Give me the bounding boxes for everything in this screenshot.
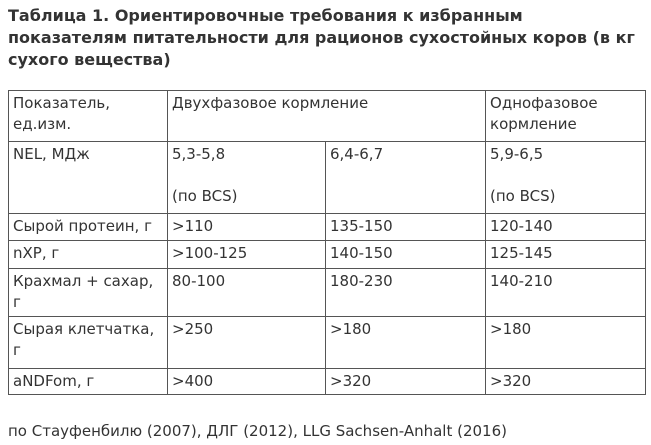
cell-value: 140-150 (324, 240, 487, 269)
cell-value: 120-140 (485, 213, 647, 241)
header-indicator-unit: Показатель, ед.изм. (8, 90, 168, 142)
header-two-phase-feeding: Двухфазовое кормление (166, 90, 487, 142)
cell-row-label: Сырая клетчатка, г (8, 316, 168, 369)
cell-row-label: nXP, г (8, 240, 168, 269)
cell-value: 5,9-6,5 (по BCS) (485, 141, 647, 214)
cell-value: >110 (167, 213, 326, 241)
cell-value: >320 (324, 368, 487, 395)
cell-row-label: NEL, МДж (8, 141, 168, 214)
table-row-nel: NEL, МДж 5,3-5,8 (по BCS) 6,4-6,7 5,9-6,… (8, 141, 647, 214)
table-row-crude-protein: Сырой протеин, г >110 135-150 120-140 (8, 213, 647, 241)
table-title: Таблица 1. Ориентировочные требования к … (8, 6, 635, 69)
cell-row-label: Сырой протеин, г (8, 213, 168, 241)
table-row-crude-fiber: Сырая клетчатка, г >250 >180 >180 (8, 316, 647, 369)
cell-value: 140-210 (485, 268, 647, 317)
cell-value: >180 (485, 316, 647, 369)
cell-value: 125-145 (485, 240, 647, 269)
table-row-nxp: nXP, г >100-125 140-150 125-145 (8, 240, 647, 269)
cell-value: 180-230 (324, 268, 487, 317)
cell-row-label: Крахмал + сахар, г (8, 268, 168, 317)
table-row-starch-sugar: Крахмал + сахар, г 80-100 180-230 140-21… (8, 268, 647, 317)
header-one-phase-feeding: Однофазовое кормление (485, 90, 647, 142)
article-fragment: Таблица 1. Ориентировочные требования к … (8, 5, 647, 442)
source-citation: по Стауфенбилю (2007), ДЛГ (2012), LLG S… (8, 422, 507, 440)
header-row: Показатель, ед.изм. Двухфазовое кормлени… (8, 90, 647, 142)
cell-value: 6,4-6,7 (324, 141, 487, 214)
cell-value: >180 (324, 316, 487, 369)
cell-row-label: aNDFom, г (8, 368, 168, 395)
cell-value: >320 (485, 368, 647, 395)
cell-value: >250 (167, 316, 326, 369)
cell-value: 135-150 (324, 213, 487, 241)
cell-value: 5,3-5,8 (по BCS) (167, 141, 326, 214)
cell-value: >400 (167, 368, 326, 395)
table-row-andfom: aNDFom, г >400 >320 >320 (8, 368, 647, 395)
nutrition-requirements-table: Показатель, ед.изм. Двухфазовое кормлени… (8, 90, 647, 395)
cell-value: >100-125 (167, 240, 326, 269)
cell-value: 80-100 (167, 268, 326, 317)
